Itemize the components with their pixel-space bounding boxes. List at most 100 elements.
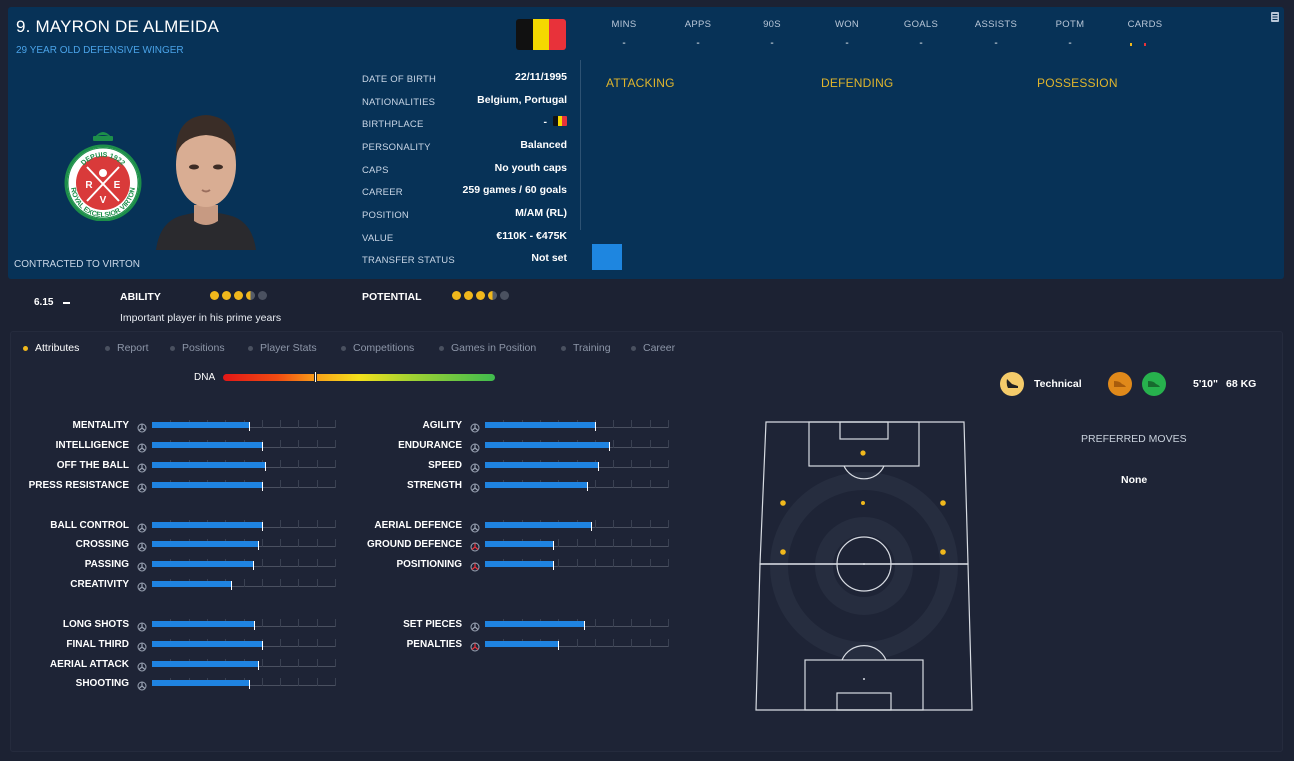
tab-competitions[interactable]: Competitions (341, 342, 414, 354)
tab-career[interactable]: Career (631, 342, 675, 354)
attribute-name[interactable]: FINAL THIRD (66, 639, 129, 650)
star-icon (500, 291, 509, 300)
detail-label: VALUE (362, 233, 394, 244)
potential-stars (452, 291, 509, 300)
club-badge-icon: DEPUIS 1922 ROYAL EXCELSIOR VIRTON R E V (64, 132, 142, 221)
attribute-bar-fill (152, 462, 267, 471)
tab-attributes[interactable]: Attributes (23, 342, 79, 354)
average-rating: 6.15 (34, 297, 54, 308)
detail-value-text: 259 games / 60 goals (462, 184, 567, 196)
attribute-name[interactable]: STRENGTH (407, 480, 462, 491)
attribute-bar (485, 539, 669, 550)
attribute-bar (485, 619, 669, 630)
tab-training[interactable]: Training (561, 342, 611, 354)
attribute-name[interactable]: GROUND DEFENCE (366, 539, 462, 550)
attribute-name[interactable]: INTELLIGENCE (55, 440, 129, 451)
stat-label: MINS (611, 19, 637, 30)
attribute-name[interactable]: PASSING (84, 559, 129, 570)
stat-value: - (770, 38, 774, 49)
detail-label: POSITION (362, 210, 409, 221)
attribute-gauge-icon (470, 440, 480, 453)
tab-dot-icon (105, 345, 110, 351)
attribute-bar-fill (485, 561, 554, 570)
rating-trend-icon (63, 302, 70, 304)
stat-won: WON - (817, 19, 877, 49)
menu-icon[interactable] (1271, 12, 1279, 22)
attribute-name[interactable]: MENTALITY (72, 420, 129, 431)
attribute-bar (485, 520, 669, 531)
attribute-name[interactable]: SET PIECES (403, 619, 462, 630)
stat-cards: CARDS (1115, 19, 1175, 38)
attribute-name[interactable]: PENALTIES (406, 639, 462, 650)
attribute-bar (152, 639, 336, 650)
attribute-name[interactable]: LONG SHOTS (62, 619, 129, 630)
attribute-name[interactable]: AGILITY (422, 420, 462, 431)
tab-dot-icon (341, 345, 346, 351)
stat-value: - (1068, 38, 1072, 49)
tab-player-stats[interactable]: Player Stats (248, 342, 317, 354)
attribute-bar-fill (485, 462, 600, 471)
tab-label: Report (117, 342, 149, 354)
kit-number-box[interactable] (592, 244, 622, 270)
dna-gradient-bar (223, 374, 495, 381)
tab-dot-icon (170, 345, 175, 351)
stat-assists: ASSISTS - (966, 19, 1026, 49)
star-icon (488, 291, 497, 300)
yellow-card-icon (1130, 43, 1132, 46)
attribute-name[interactable]: ENDURANCE (398, 440, 462, 451)
section-attacking[interactable]: ATTACKING (606, 76, 675, 90)
contract-text: CONTRACTED TO VIRTON (14, 259, 140, 270)
attribute-gauge-icon (137, 579, 147, 592)
badge-letter-e: E (114, 180, 121, 191)
star-icon (452, 291, 461, 300)
detail-value: - (543, 116, 567, 128)
attribute-bar (152, 659, 336, 670)
attribute-name[interactable]: CREATIVITY (70, 579, 129, 590)
stat-label: CARDS (1127, 19, 1163, 30)
tab-label: Player Stats (260, 342, 317, 354)
attribute-bar (152, 460, 336, 471)
attribute-bar-fill (152, 482, 263, 491)
attribute-name[interactable]: AERIAL DEFENCE (374, 520, 462, 531)
attribute-name[interactable]: CROSSING (75, 539, 129, 550)
attribute-bar (485, 480, 669, 491)
detail-value-text: Not set (531, 252, 567, 264)
attribute-name[interactable]: AERIAL ATTACK (49, 659, 129, 670)
stat-label: POTM (1055, 19, 1085, 30)
stat-90s: 90S - (742, 19, 802, 49)
attribute-bar (485, 639, 669, 650)
attribute-gauge-icon (137, 440, 147, 453)
tab-label: Career (643, 342, 676, 354)
dna-label: DNA (194, 372, 216, 383)
attribute-bar (485, 420, 669, 431)
attribute-bar-fill (485, 442, 611, 451)
stat-label: ASSISTS (974, 19, 1018, 30)
attribute-bar-fill (152, 621, 256, 630)
stat-label: GOALS (903, 19, 939, 30)
star-icon (464, 291, 473, 300)
attribute-name[interactable]: SPEED (428, 460, 462, 471)
position-pitch[interactable] (752, 419, 976, 712)
attribute-gauge-icon (470, 559, 480, 572)
attribute-name[interactable]: BALL CONTROL (50, 520, 129, 531)
preferred-moves-title: PREFERRED MOVES (1081, 433, 1187, 445)
attribute-name[interactable]: POSITIONING (396, 559, 462, 570)
attribute-name[interactable]: PRESS RESISTANCE (28, 480, 129, 491)
attribute-bar (152, 579, 336, 590)
section-defending[interactable]: DEFENDING (821, 76, 894, 90)
tab-games-in-position[interactable]: Games in Position (439, 342, 536, 354)
attribute-name[interactable]: OFF THE BALL (56, 460, 129, 471)
attribute-bar (152, 619, 336, 630)
detail-value-text: - (543, 116, 548, 128)
section-possession[interactable]: POSSESSION (1037, 76, 1118, 90)
attribute-bar (152, 539, 336, 550)
attribute-name[interactable]: SHOOTING (75, 678, 129, 689)
detail-value-text: M/AM (RL) (515, 207, 567, 219)
right-foot-icon (1142, 372, 1166, 396)
tab-positions[interactable]: Positions (170, 342, 225, 354)
player-portrait (156, 115, 256, 250)
detail-value-text: Balanced (520, 139, 567, 151)
attribute-bar-fill (152, 541, 260, 550)
tab-report[interactable]: Report (105, 342, 149, 354)
attribute-bar-fill (152, 661, 260, 670)
